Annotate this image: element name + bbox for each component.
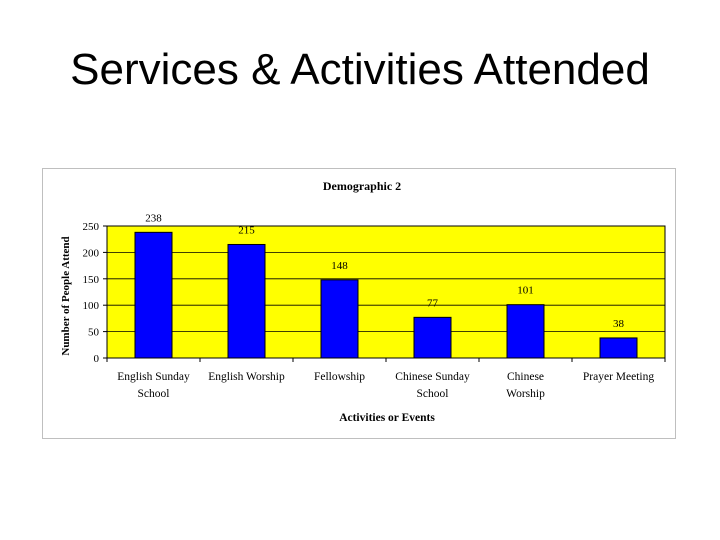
bar-0 (134, 231, 173, 359)
y-tick-label: 0 (94, 353, 100, 365)
bars (134, 231, 638, 359)
data-label-2: 148 (331, 260, 348, 272)
plot-area (106, 225, 666, 359)
data-label-0: 238 (145, 212, 162, 224)
data-label-5: 38 (613, 318, 625, 330)
data-label-1: 215 (238, 224, 255, 236)
x-tick-label: Fellowship (314, 371, 365, 383)
y-tick-label: 150 (83, 274, 100, 286)
x-tick-label: Prayer Meeting (583, 371, 654, 383)
value-labels: 238 215 148 77 101 38 (145, 212, 624, 330)
data-label-4: 101 (517, 285, 534, 297)
x-tick-label: Worship (506, 388, 545, 400)
bar-2 (320, 279, 359, 359)
bar-4 (506, 304, 545, 359)
gridlines (107, 252, 665, 333)
x-tick-label: Chinese (507, 371, 544, 383)
x-tick-label: School (417, 388, 449, 400)
bar-chart: Demographic 2 238 215 148 77 101 38 0 50 100 150… (60, 179, 666, 424)
x-axis-label: Activities or Events (339, 412, 435, 424)
bar-3 (413, 316, 452, 359)
x-tick-label: Chinese Sunday (395, 371, 470, 383)
x-tick-label: English Sunday (117, 371, 190, 383)
x-tick-label: English Worship (208, 371, 285, 383)
y-tick-label: 200 (83, 247, 100, 259)
data-label-3: 77 (427, 297, 439, 309)
bar-5 (599, 337, 638, 359)
y-tick-label: 100 (83, 300, 100, 312)
x-tick-label: School (138, 388, 170, 400)
y-tick-label: 250 (83, 221, 100, 233)
y-axis-label: Number of People Attend (60, 236, 72, 355)
y-axis-ticks: 0 50 100 150 200 250 (83, 221, 107, 365)
chart-frame: Demographic 2 238 215 148 77 101 38 0 50 100 150… (42, 168, 676, 439)
y-tick-label: 50 (88, 327, 100, 339)
x-axis-ticks: English Sunday School English Worship Fello… (106, 358, 666, 400)
slide-title: Services & Activities Attended (70, 45, 650, 94)
chart-title: Demographic 2 (323, 179, 401, 193)
bar-1 (227, 243, 266, 359)
